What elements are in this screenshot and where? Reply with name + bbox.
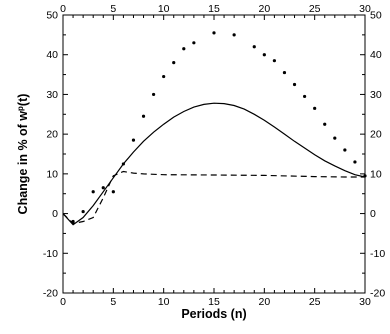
- data-point: [121, 162, 125, 166]
- data-point: [313, 106, 317, 110]
- data-point: [363, 174, 367, 178]
- data-point: [192, 41, 196, 45]
- y-tick-label-left: -10: [43, 248, 58, 260]
- y-tick-label-right: 0: [370, 208, 376, 220]
- data-point: [333, 136, 337, 140]
- data-point: [343, 148, 347, 152]
- x-tick-label-bottom: 10: [158, 296, 170, 308]
- x-tick-label-top: 30: [359, 3, 371, 15]
- y-tick-label-left: 30: [46, 89, 58, 101]
- data-point: [111, 190, 115, 194]
- y-tick-label-right: -10: [370, 248, 385, 260]
- data-point: [303, 94, 307, 99]
- x-tick-label-bottom: 5: [110, 296, 116, 308]
- x-tick-label-top: 15: [208, 3, 220, 15]
- y-axis-title-suffix: (t): [16, 94, 30, 107]
- data-point: [91, 190, 95, 194]
- data-point: [212, 31, 216, 35]
- data-point: [152, 92, 156, 97]
- data-point: [182, 47, 186, 51]
- x-tick-label-top: 25: [309, 3, 321, 15]
- y-tick-label-right: 30: [370, 89, 382, 101]
- data-point: [292, 82, 297, 87]
- y-tick-label-left: 10: [46, 168, 58, 180]
- y-tick-label-right: 10: [370, 168, 382, 180]
- x-tick-label-bottom: 30: [359, 296, 371, 308]
- y-tick-label-right: 50: [370, 10, 382, 22]
- x-tick-label-top: 0: [60, 3, 66, 15]
- data-point: [101, 186, 105, 190]
- y-axis-title-main: Change in % of w: [16, 111, 30, 215]
- data-point: [272, 59, 276, 63]
- series-line-solid: [62, 102, 366, 226]
- data-point: [162, 74, 166, 79]
- x-axis-title: Periods (n): [181, 307, 246, 321]
- data-point: [141, 114, 146, 118]
- y-tick-label-left: -20: [43, 288, 58, 300]
- series-line-dashed: [62, 170, 365, 225]
- data-point: [252, 45, 256, 49]
- series-layer: [62, 31, 367, 226]
- plot-frame: [62, 14, 366, 294]
- data-point: [172, 61, 176, 65]
- y-axis-title: Change in % of wp(t): [16, 94, 30, 215]
- y-tick-label-left: 0: [52, 208, 58, 220]
- data-point: [232, 33, 236, 37]
- data-point: [81, 209, 85, 214]
- x-tick-label-top: 10: [158, 3, 170, 15]
- y-tick-label-right: 40: [370, 49, 382, 61]
- data-point: [71, 219, 75, 224]
- data-point: [282, 70, 287, 75]
- x-tick-label-bottom: 25: [309, 296, 321, 308]
- data-point: [353, 160, 357, 164]
- y-tick-label-left: 20: [46, 129, 58, 141]
- y-axis-title-superscript: p: [16, 106, 25, 111]
- data-point: [262, 53, 266, 57]
- x-tick-label-bottom: 0: [60, 296, 66, 308]
- x-tick-label-bottom: 15: [208, 296, 220, 308]
- x-tick-label-top: 20: [258, 3, 270, 15]
- y-tick-label-left: 40: [46, 49, 58, 61]
- x-tick-label-bottom: 20: [258, 296, 270, 308]
- y-tick-label-right: 20: [370, 129, 382, 141]
- y-tick-label-right: -20: [370, 288, 385, 300]
- data-point: [323, 122, 327, 126]
- y-tick-label-left: 50: [46, 10, 58, 22]
- data-point: [131, 138, 136, 142]
- x-tick-label-top: 5: [110, 3, 116, 15]
